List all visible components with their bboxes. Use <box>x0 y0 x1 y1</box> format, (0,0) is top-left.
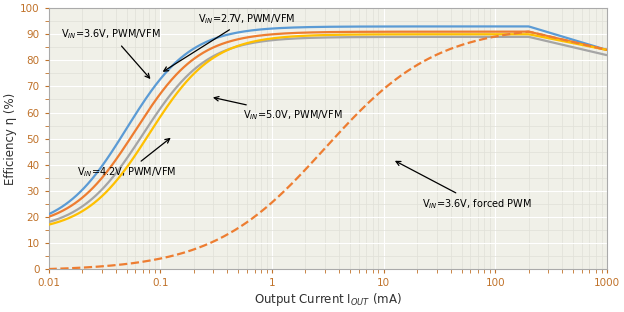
Y-axis label: Efficiency η (%): Efficiency η (%) <box>4 92 17 185</box>
Text: V$_{IN}$=3.6V, forced PWM: V$_{IN}$=3.6V, forced PWM <box>396 161 532 211</box>
X-axis label: Output Current I$_{OUT}$ (mA): Output Current I$_{OUT}$ (mA) <box>254 291 402 308</box>
Text: V$_{IN}$=3.6V, PWM/VFM: V$_{IN}$=3.6V, PWM/VFM <box>61 27 161 78</box>
Text: V$_{IN}$=2.7V, PWM/VFM: V$_{IN}$=2.7V, PWM/VFM <box>163 12 296 71</box>
Text: V$_{IN}$=5.0V, PWM/VFM: V$_{IN}$=5.0V, PWM/VFM <box>214 96 343 122</box>
Text: V$_{IN}$=4.2V, PWM/VFM: V$_{IN}$=4.2V, PWM/VFM <box>77 139 177 179</box>
